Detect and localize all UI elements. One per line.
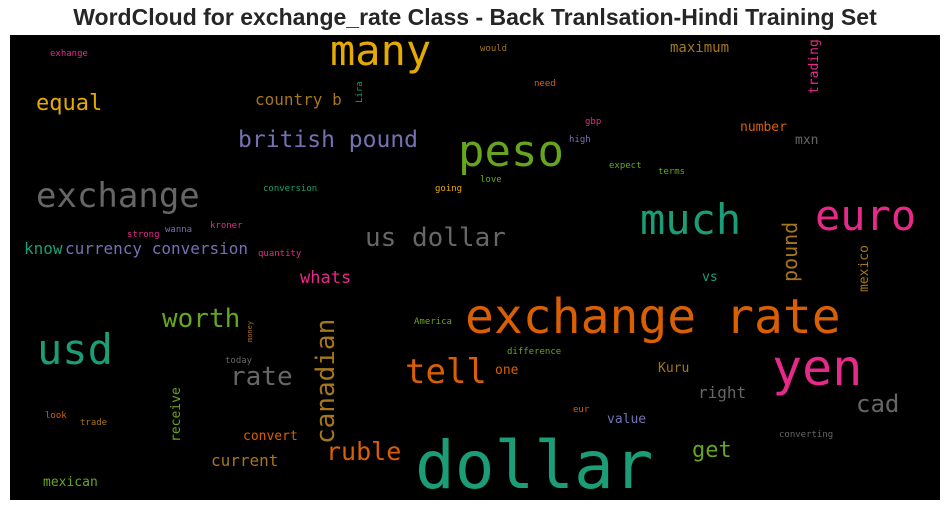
word-gbp: gbp bbox=[585, 117, 602, 127]
word-cad: cad bbox=[856, 390, 900, 418]
word-canadian: canadian bbox=[311, 318, 341, 444]
word-peso: peso bbox=[458, 126, 564, 177]
word-high: high bbox=[569, 135, 591, 145]
word-exchange: exchange bbox=[36, 176, 200, 216]
word-eur: eur bbox=[573, 405, 590, 415]
word-currency-conversion: currency conversion bbox=[65, 239, 249, 258]
word-dollar: dollar bbox=[415, 427, 654, 500]
word-going: going bbox=[435, 184, 463, 194]
word-country-b: country b bbox=[255, 90, 342, 109]
word-worth: worth bbox=[162, 304, 241, 334]
word-kuru: Kuru bbox=[658, 361, 690, 376]
word-usd: usd bbox=[37, 325, 113, 374]
word-equal: equal bbox=[36, 91, 103, 116]
word-cloud-canvas: dollar exchange rate yen usd many peso euro muc… bbox=[10, 35, 940, 500]
word-today: today bbox=[225, 356, 253, 366]
word-difference: difference bbox=[507, 347, 562, 357]
word-us-dollar: us dollar bbox=[365, 223, 506, 253]
word-terms: terms bbox=[658, 167, 686, 177]
word-many: many bbox=[330, 35, 432, 75]
word-tell: tell bbox=[405, 352, 487, 392]
word-exchange-rate: exchange rate bbox=[465, 289, 841, 345]
word-kroner: kroner bbox=[210, 221, 243, 231]
word-america: America bbox=[414, 317, 452, 327]
word-whats: whats bbox=[300, 268, 352, 288]
word-ruble: ruble bbox=[326, 437, 402, 466]
word-know: know bbox=[24, 239, 63, 258]
word-would: would bbox=[480, 44, 508, 54]
word-love: love bbox=[480, 175, 502, 185]
word-one: one bbox=[495, 363, 519, 378]
word-current: current bbox=[211, 451, 279, 470]
word-conversion: conversion bbox=[263, 184, 318, 194]
word-receive: receive bbox=[169, 387, 184, 442]
word-trade: trade bbox=[80, 418, 108, 428]
chart-title: WordCloud for exchange_rate Class - Back… bbox=[73, 4, 877, 30]
word-much: much bbox=[640, 195, 742, 244]
word-yen: yen bbox=[772, 339, 863, 397]
word-number: number bbox=[740, 120, 787, 135]
word-need: need bbox=[534, 79, 556, 89]
word-rate: rate bbox=[230, 362, 293, 392]
word-value: value bbox=[607, 412, 647, 427]
word-quantity: quantity bbox=[258, 249, 302, 259]
word-maximum: maximum bbox=[670, 40, 730, 56]
word-trading: trading bbox=[807, 39, 822, 94]
word-pound: pound bbox=[778, 221, 802, 282]
word-vs: vs bbox=[702, 270, 718, 285]
word-converting: converting bbox=[779, 430, 834, 440]
word-strong: strong bbox=[127, 230, 160, 240]
word-money: money bbox=[246, 320, 254, 342]
word-look: look bbox=[45, 411, 67, 421]
word-wanna: wanna bbox=[165, 225, 193, 235]
word-mexico: mexico bbox=[857, 245, 872, 292]
word-exhange: exhange bbox=[50, 49, 88, 59]
word-get: get bbox=[692, 438, 732, 463]
word-right: right bbox=[698, 383, 747, 402]
word-british-pound: british pound bbox=[238, 127, 419, 153]
word-convert: convert bbox=[243, 429, 298, 444]
word-expect: expect bbox=[609, 161, 642, 171]
word-euro: euro bbox=[815, 191, 917, 240]
word-mxn: mxn bbox=[795, 133, 819, 148]
word-lira: Lira bbox=[355, 81, 365, 103]
word-mexican: mexican bbox=[43, 475, 98, 490]
